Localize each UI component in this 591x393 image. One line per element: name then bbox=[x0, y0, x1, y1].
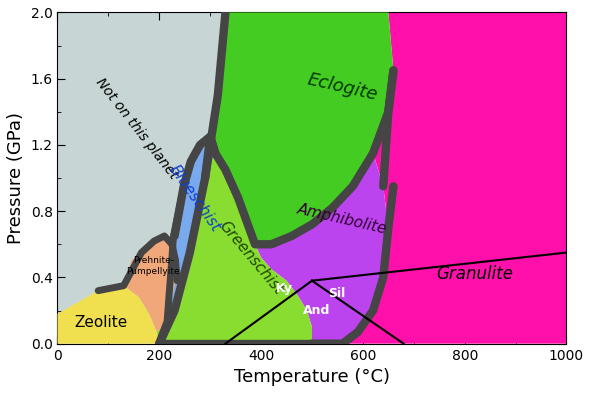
Text: Amphibolite: Amphibolite bbox=[296, 202, 389, 237]
Text: Not on this planet: Not on this planet bbox=[93, 75, 180, 182]
Text: Sil: Sil bbox=[328, 287, 345, 301]
Text: And: And bbox=[303, 304, 331, 317]
X-axis label: Temperature (°C): Temperature (°C) bbox=[234, 368, 390, 386]
Polygon shape bbox=[255, 153, 388, 343]
Polygon shape bbox=[124, 236, 176, 332]
Text: Zeolite: Zeolite bbox=[74, 315, 128, 330]
Polygon shape bbox=[167, 137, 215, 324]
Polygon shape bbox=[57, 286, 160, 343]
Polygon shape bbox=[312, 13, 567, 343]
Text: Prehnite-
Pumpellyite: Prehnite- Pumpellyite bbox=[126, 256, 180, 275]
Text: Eclogite: Eclogite bbox=[306, 70, 379, 104]
Text: Blueschist: Blueschist bbox=[167, 162, 223, 234]
Polygon shape bbox=[205, 13, 394, 244]
Polygon shape bbox=[57, 13, 225, 343]
Polygon shape bbox=[157, 137, 312, 343]
Text: Ky: Ky bbox=[275, 283, 293, 296]
Y-axis label: Pressure (GPa): Pressure (GPa) bbox=[7, 112, 25, 244]
Text: Greenschist: Greenschist bbox=[216, 218, 286, 297]
Text: Granulite: Granulite bbox=[436, 265, 514, 283]
